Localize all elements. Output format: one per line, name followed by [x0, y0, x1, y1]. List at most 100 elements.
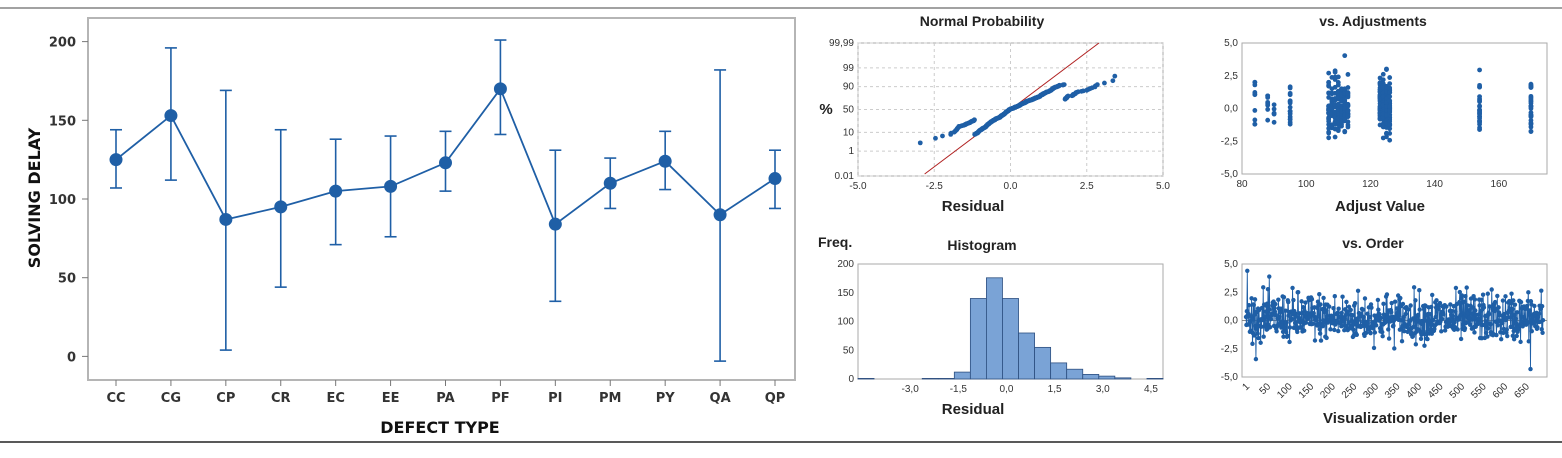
data-point [1342, 53, 1348, 59]
data-point [1526, 290, 1531, 295]
x-tick-label: 500 [1448, 381, 1468, 401]
histogram-bar [937, 378, 955, 380]
histogram-xlabel: Residual [942, 401, 1005, 418]
data-point [1498, 336, 1504, 342]
x-tick-label: PA [436, 391, 454, 406]
data-point [1511, 298, 1516, 303]
data-point [1290, 285, 1295, 291]
interval-plot: 0 50 100 150 200 CC CG CP CR EC EE PA PF PI PM PY QA QP [49, 36, 785, 406]
data-point [1370, 326, 1376, 331]
data-point [1433, 314, 1438, 320]
mean-point [603, 176, 617, 190]
data-point [1380, 334, 1385, 339]
data-point [1349, 318, 1355, 324]
mean-point [768, 172, 782, 186]
data-point [1439, 316, 1445, 322]
data-point [1480, 292, 1486, 297]
data-point [1387, 122, 1393, 128]
data-point [1387, 98, 1393, 104]
data-point [1345, 91, 1351, 97]
data-point [1287, 339, 1292, 345]
data-point [1484, 321, 1489, 326]
data-point [1286, 313, 1291, 318]
data-point [1536, 311, 1542, 316]
normal-prob-title: Normal Probability [920, 13, 1045, 29]
x-tick-label: PF [491, 391, 509, 406]
data-point [1299, 299, 1304, 304]
data-point [1387, 137, 1393, 143]
x-tick-label: 1,5 [1048, 384, 1062, 395]
y-tick-label: 99 [843, 63, 855, 74]
data-point [1251, 333, 1257, 338]
x-tick-label: -3,0 [902, 384, 920, 395]
data-point [1352, 301, 1358, 306]
data-point [1282, 325, 1287, 330]
x-tick-label: CR [271, 391, 291, 406]
data-point [1470, 315, 1476, 320]
data-point [1345, 124, 1351, 130]
y-tick-label: 100 [49, 193, 76, 208]
data-point [1267, 307, 1272, 312]
y-tick-label: 2,5 [1224, 287, 1238, 298]
data-point [1427, 312, 1433, 317]
data-point [1476, 316, 1481, 321]
data-point [1331, 306, 1336, 311]
data-point [1528, 366, 1533, 372]
data-point [1372, 330, 1378, 335]
data-point [1332, 294, 1337, 299]
y-tick-label: 50 [843, 105, 855, 116]
mean-point [164, 109, 178, 123]
data-point [1378, 315, 1384, 321]
data-point [1253, 356, 1259, 362]
data-point [1387, 130, 1393, 136]
data-point [1249, 296, 1254, 301]
data-point [1500, 298, 1506, 303]
data-point [1477, 103, 1482, 109]
data-point [1417, 307, 1422, 312]
data-point [1284, 320, 1289, 325]
data-point [1540, 317, 1546, 323]
data-point [1309, 297, 1315, 302]
data-point [1251, 302, 1256, 308]
data-point [1535, 325, 1540, 330]
x-tick-label: 80 [1236, 179, 1248, 190]
data-point [1439, 329, 1444, 334]
data-point [1518, 299, 1524, 305]
data-point [1283, 329, 1289, 335]
data-point [1255, 331, 1260, 336]
data-point [1381, 301, 1386, 307]
interval-plot-xlabel: DEFECT TYPE [380, 418, 499, 437]
data-point [1514, 333, 1519, 339]
data-point [1323, 308, 1329, 313]
data-point [1437, 300, 1443, 306]
data-point [1314, 315, 1319, 320]
data-point [1463, 294, 1468, 299]
y-tick-label: 99,99 [829, 38, 854, 49]
data-point [1317, 291, 1322, 297]
data-point [1274, 329, 1279, 334]
data-point [1448, 302, 1453, 307]
data-point [1265, 117, 1271, 123]
data-point [1434, 298, 1439, 303]
data-point [1387, 94, 1393, 99]
data-point [1528, 120, 1534, 126]
data-point [940, 133, 945, 139]
vs-order-xlabel: Visualization order [1323, 410, 1457, 427]
data-point [1287, 325, 1293, 330]
data-point [1459, 293, 1465, 298]
data-point [1261, 334, 1266, 339]
data-point [1268, 316, 1274, 322]
data-point [1295, 290, 1301, 295]
data-point [1354, 332, 1359, 337]
data-point [1528, 128, 1534, 134]
x-tick-label: 100 [1298, 179, 1315, 190]
x-tick-label: 0,0 [1000, 384, 1014, 395]
data-point [1458, 313, 1463, 318]
y-tick-label: 90 [843, 82, 855, 93]
data-point [1102, 80, 1107, 86]
x-tick-label: CG [161, 391, 181, 406]
data-point [1339, 310, 1344, 316]
mean-point [329, 184, 343, 198]
data-point [1392, 299, 1398, 304]
data-point [1532, 303, 1537, 309]
